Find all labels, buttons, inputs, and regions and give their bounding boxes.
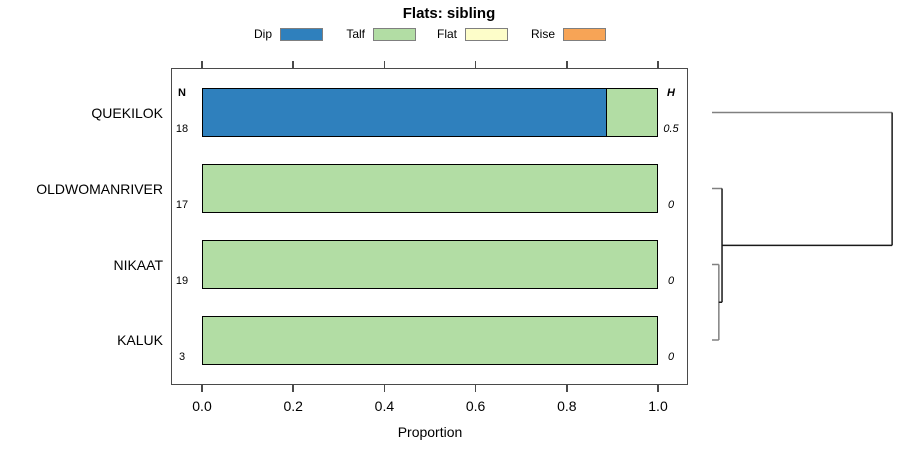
bar-segment-talf (202, 164, 658, 213)
category-label-kaluk: KALUK (117, 332, 163, 348)
legend-label-rise: Rise (530, 27, 555, 41)
legend-label-talf: Talf (346, 27, 365, 41)
x-tick-label: 0.8 (557, 398, 577, 414)
bar-segment-talf (202, 240, 658, 289)
x-tick-bottom (474, 385, 477, 392)
h-value: 0 (667, 350, 675, 363)
n-column-header: N (178, 87, 186, 99)
x-axis-label: Proportion (397, 424, 463, 440)
n-value: 3 (178, 350, 186, 363)
plot-frame (171, 68, 688, 385)
x-tick-bottom (566, 385, 568, 392)
x-tick-top (566, 61, 568, 68)
x-tick-top (292, 61, 294, 68)
x-tick-label: 0.4 (374, 398, 395, 414)
h-value: 0 (667, 275, 675, 287)
legend-swatch-dip (280, 28, 323, 41)
legend-label-flat: Flat (436, 27, 457, 41)
bar-segment-dip (202, 88, 608, 137)
x-tick-top (383, 61, 386, 68)
x-tick-bottom (201, 385, 203, 392)
n-value: 17 (175, 199, 189, 211)
legend-label-dip: Dip (253, 27, 272, 41)
x-tick-top (474, 61, 477, 68)
chart-title: Flats: sibling (402, 5, 496, 22)
legend-swatch-talf (373, 28, 416, 41)
x-tick-bottom (657, 385, 659, 392)
legend-swatch-flat (465, 28, 508, 41)
category-label-quekilok: QUEKILOK (91, 104, 163, 121)
x-tick-top (657, 61, 659, 68)
x-tick-bottom (383, 385, 386, 392)
bar-segment-talf (202, 315, 658, 365)
x-tick-label: 0.6 (465, 398, 486, 414)
h-column-header: H (667, 87, 675, 99)
x-tick-label: 0.0 (192, 398, 212, 414)
x-tick-label: 1.0 (648, 398, 668, 414)
x-tick-bottom (292, 385, 294, 392)
n-value: 19 (175, 275, 189, 287)
x-tick-top (201, 61, 203, 68)
x-tick-label: 0.2 (283, 398, 303, 414)
h-value: 0.5 (663, 123, 679, 135)
h-value: 0 (667, 199, 675, 211)
category-label-nikaat: NIKAAT (113, 256, 163, 273)
bar-segment-talf (605, 88, 658, 137)
category-label-oldwomanriver: OLDWOMANRIVER (36, 180, 163, 197)
legend-swatch-rise (563, 28, 606, 41)
n-value: 18 (175, 123, 189, 135)
